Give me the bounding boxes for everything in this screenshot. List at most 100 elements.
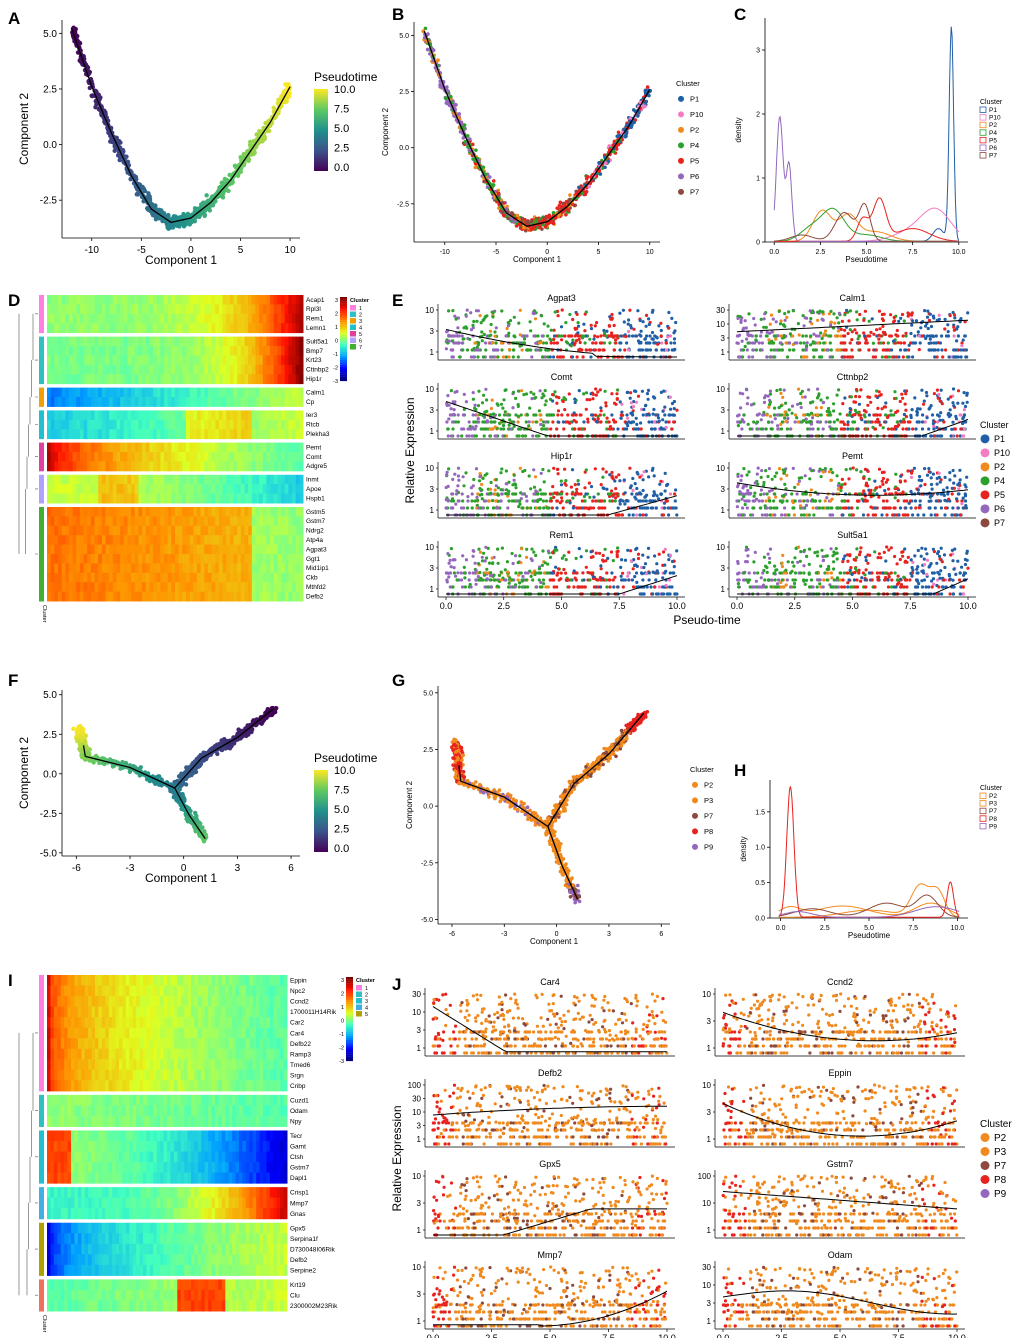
heatmap-cell <box>201 1059 206 1071</box>
legend-title: Cluster <box>676 79 700 88</box>
heatmap-cell <box>47 1059 51 1071</box>
heatmap-cell <box>266 442 271 453</box>
heatmap-cell <box>94 442 99 453</box>
heatmap-cell <box>81 1006 86 1018</box>
heatmap-cell <box>251 554 256 564</box>
heatmap-cell <box>204 525 209 536</box>
heatmap-cell <box>120 507 125 517</box>
heatmap-cell <box>245 1069 250 1081</box>
heatmap-cell <box>122 1006 127 1018</box>
heatmap-cell <box>116 507 121 517</box>
heatmap-cell <box>132 985 137 997</box>
heatmap-cell <box>266 996 271 1008</box>
heatmap-cell <box>299 442 304 453</box>
heatmap-cell <box>139 985 144 997</box>
heatmap-cell <box>108 1059 113 1071</box>
heatmap-cell <box>50 1017 55 1029</box>
data-point <box>629 125 633 130</box>
heatmap-cell <box>156 323 161 334</box>
scale-cell <box>340 368 347 371</box>
legend-entry: P1 <box>690 95 699 104</box>
heatmap-cell <box>184 1048 189 1060</box>
heatmap-cell <box>189 429 194 440</box>
heatmap-cell <box>196 442 202 453</box>
heatmap-cell <box>81 1017 86 1029</box>
heatmap-cell <box>288 429 293 440</box>
heatmap-cell <box>68 313 74 324</box>
heatmap-cell <box>116 484 121 495</box>
heatmap-cell <box>197 996 202 1008</box>
heatmap-cell <box>228 1069 233 1081</box>
heatmap-cell <box>88 975 93 987</box>
heatmap-cell <box>88 1027 93 1039</box>
heatmap-cell <box>50 429 55 440</box>
heatmap-cell <box>207 323 213 334</box>
heatmap-cell <box>283 1080 288 1092</box>
heatmap-cell <box>240 461 245 472</box>
data-point <box>222 176 228 182</box>
heatmap-cell <box>299 304 304 315</box>
heatmap-cell <box>259 1059 264 1071</box>
heatmap-cell <box>57 996 62 1008</box>
heatmap-cell <box>256 1069 261 1081</box>
heatmap-cell <box>153 1038 158 1050</box>
heatmap-cell <box>50 313 55 324</box>
heatmap-cell <box>122 1059 127 1071</box>
heatmap-cell <box>88 1059 93 1071</box>
heatmap-cell <box>277 535 282 546</box>
y-axis-title: Component 2 <box>381 107 390 156</box>
heatmap-cell <box>87 452 92 462</box>
heatmap-cell <box>204 323 209 334</box>
heatmap-cell <box>167 1027 171 1039</box>
scale-cell <box>340 376 347 379</box>
heatmap-cell <box>94 544 99 555</box>
heatmap-cell <box>132 1059 137 1071</box>
heatmap-cell <box>193 429 198 440</box>
heatmap-cell <box>109 387 114 398</box>
heatmap-cell <box>299 429 304 440</box>
heatmap-cell <box>67 1038 72 1050</box>
data-point <box>262 136 267 142</box>
heatmap-cell <box>244 507 249 517</box>
heatmap-cell <box>215 975 219 987</box>
heatmap-cell <box>91 1017 96 1029</box>
heatmap-cell <box>108 1027 113 1039</box>
heatmap-cell <box>142 461 147 472</box>
heatmap-cell <box>88 1080 93 1092</box>
heatmap-cell <box>101 563 107 574</box>
heatmap-cell <box>61 563 66 574</box>
heatmap-cell <box>76 572 81 583</box>
heatmap-cell <box>226 397 231 407</box>
heatmap-cell <box>146 985 151 997</box>
heatmap-cell <box>105 323 110 334</box>
heatmap-cell <box>182 410 187 421</box>
heatmap-cell <box>211 419 216 430</box>
cluster-bar <box>39 1048 44 1060</box>
heatmap-cell <box>284 374 289 385</box>
heatmap-cell <box>263 985 267 997</box>
y-tick-label: 3 <box>756 47 760 54</box>
heatmap-cell <box>244 474 249 485</box>
heatmap-cell <box>218 364 224 375</box>
heatmap-cell <box>251 461 256 472</box>
heatmap-cell <box>65 355 70 366</box>
heatmap-cell <box>120 484 125 495</box>
heatmap-cell <box>91 1048 96 1060</box>
heatmap-cell <box>156 397 161 407</box>
heatmap-cell <box>87 419 92 430</box>
heatmap-cell <box>251 493 256 504</box>
heatmap-cell <box>149 1069 154 1081</box>
heatmap-cell <box>284 493 289 504</box>
heatmap-cell <box>185 410 191 421</box>
heatmap-cell <box>266 397 271 407</box>
data-point <box>144 194 150 200</box>
heatmap-cell <box>193 313 198 324</box>
heatmap-cell <box>60 1069 65 1081</box>
heatmap-cell <box>266 295 271 305</box>
heatmap-cell <box>156 313 161 324</box>
heatmap-cell <box>262 493 267 504</box>
heatmap-cell <box>178 572 183 583</box>
heatmap-cell <box>193 493 198 504</box>
heatmap-cell <box>215 304 220 315</box>
heatmap-cell <box>112 1006 117 1018</box>
